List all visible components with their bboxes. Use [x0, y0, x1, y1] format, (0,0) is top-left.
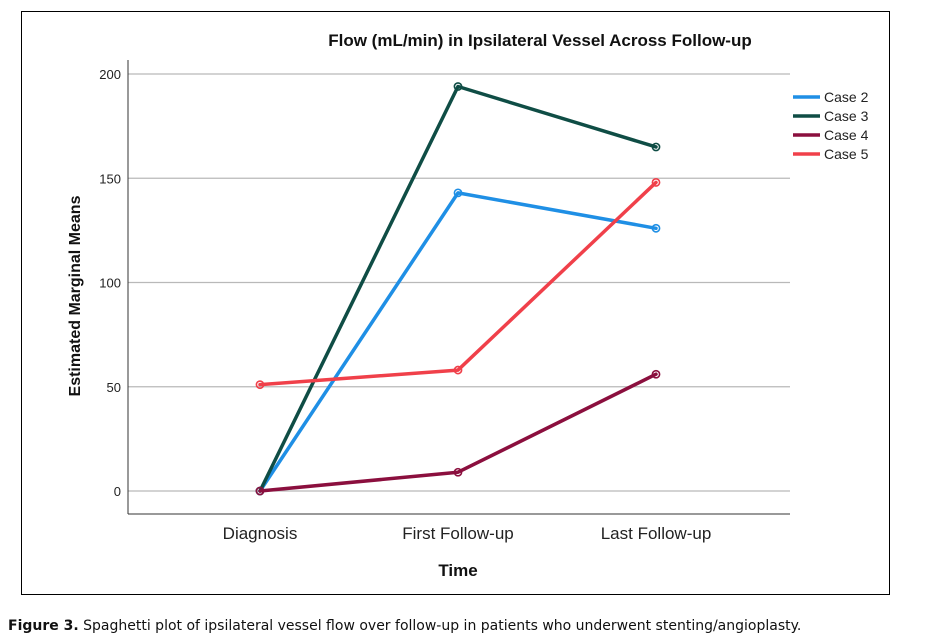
y-tick-label: 200 [99, 67, 121, 82]
axes: 0 50 100 150 200 Diagnosis First Follow-up Last… [99, 60, 790, 543]
legend: Case 2 Case 3 Case 4 Case 5 [793, 89, 869, 162]
data-point [651, 178, 661, 187]
series-line [258, 84, 658, 493]
y-tick-label: 50 [107, 380, 121, 395]
x-tick-label: Diagnosis [223, 524, 298, 543]
legend-label: Case 4 [824, 127, 869, 143]
y-tick-label: 150 [99, 171, 121, 186]
x-tick-label: Last Follow-up [601, 524, 712, 543]
data-point [453, 82, 463, 91]
caption-text: Spaghetti plot of ipsilateral vessel flo… [83, 618, 802, 634]
series-line [258, 191, 658, 493]
legend-label: Case 5 [824, 146, 869, 162]
data-point [453, 467, 463, 477]
data-point [255, 486, 265, 496]
series-group [255, 82, 661, 496]
data-point [651, 369, 661, 379]
series-line [258, 180, 658, 387]
figure-caption: Figure 3. Spaghetti plot of ipsilateral … [8, 618, 801, 634]
x-axis-label: Time [438, 561, 477, 580]
y-axis-label: Estimated Marginal Means [67, 195, 84, 396]
data-point [255, 380, 265, 390]
legend-label: Case 2 [824, 89, 869, 105]
data-point [651, 142, 661, 152]
chart-frame [21, 11, 890, 595]
series-line [258, 372, 658, 493]
x-tick-label: First Follow-up [402, 524, 513, 543]
data-point [453, 365, 463, 375]
data-point [453, 188, 463, 198]
chart-title: Flow (mL/min) in Ipsilateral Vessel Acro… [328, 31, 752, 50]
legend-label: Case 3 [824, 108, 869, 124]
data-point [651, 223, 661, 233]
y-tick-label: 0 [114, 484, 121, 499]
grid [128, 73, 790, 492]
y-tick-label: 100 [99, 276, 121, 291]
caption-label: Figure 3. [8, 618, 79, 634]
